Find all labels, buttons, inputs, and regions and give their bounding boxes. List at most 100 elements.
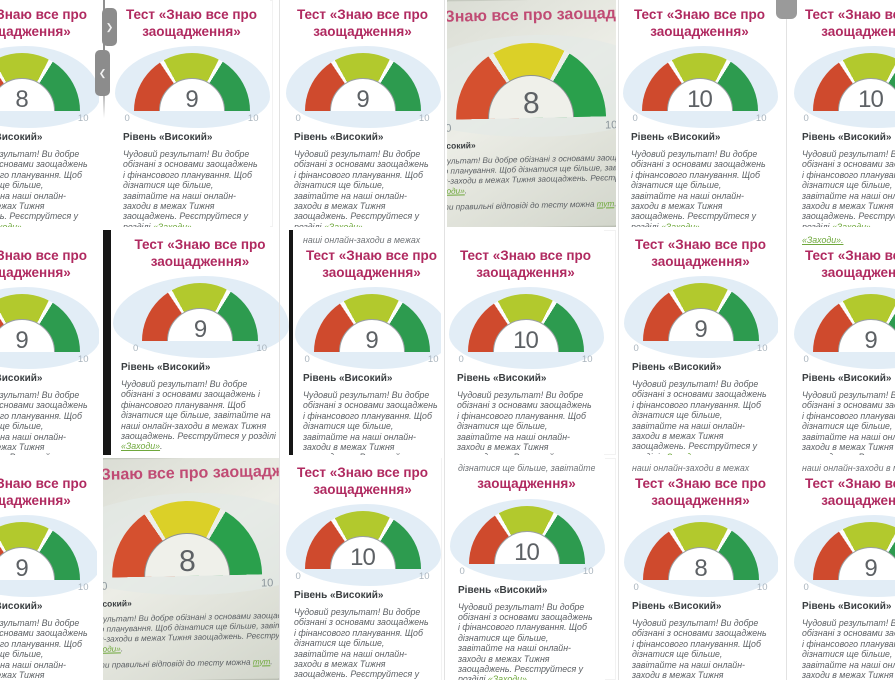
quiz-title-line1: Тест «Знаю все про xyxy=(804,7,895,22)
events-link[interactable]: «Заходи» xyxy=(831,221,871,227)
quiz-result-screenshot: наші онлайн-заходи в межах Тест «Знаю вс… xyxy=(622,458,778,680)
events-link[interactable]: «Заходи» xyxy=(0,221,22,227)
quiz-title-line1: Тест «Знаю все про xyxy=(459,248,592,263)
collapse-panel-handle[interactable]: ❮ xyxy=(95,50,110,96)
score-gauge: 10 xyxy=(812,53,895,111)
result-card-thumbnail[interactable]: «Заходи». Тест «Знаю все прозаощадження»… xyxy=(0,230,99,455)
level-label: Рівень «Високий» xyxy=(0,132,43,143)
events-link[interactable]: «Заходи» xyxy=(121,441,161,452)
gauge-area: 10 0 10 xyxy=(286,502,441,586)
result-description: Чудовий результат! Ви добре обізнані з о… xyxy=(802,390,895,455)
result-description-suffix: . xyxy=(191,221,195,227)
quiz-result-screenshot: «Заходи». Тест «Знаю все прозаощадження»… xyxy=(792,230,895,455)
level-label: Рівень «Високий» xyxy=(303,373,393,384)
quiz-title-line2: заощадження» xyxy=(651,492,750,508)
result-description: Чудовий результат! Ви добре обізнані з о… xyxy=(802,618,895,680)
result-description: Чудовий результат! Ви добре обізнані з о… xyxy=(632,379,769,455)
quiz-title-line2: заощадження» xyxy=(322,264,421,280)
result-card-thumbnail[interactable]: наші онлайн-заходи в межах Тест «Знаю вс… xyxy=(622,458,778,680)
gauge-scale-max: 10 xyxy=(260,576,274,589)
result-description: Чудовий результат! Ви добре обізнані з о… xyxy=(303,390,440,455)
result-description: Чудовий результат! Ви добре обізнані з о… xyxy=(103,610,279,656)
events-link[interactable]: «Заходи» xyxy=(660,221,700,227)
result-card-thumbnail[interactable]: «Заходи». Тест «Знаю все прозаощадження»… xyxy=(792,230,895,455)
gauge-scale-max: 10 xyxy=(247,113,259,124)
gauge-score: 10 xyxy=(513,327,539,352)
level-label: Рівень «Високий» xyxy=(447,139,476,152)
remnant-line: дізнатися ще більше, завітайте на xyxy=(458,463,595,473)
score-gauge: 10 xyxy=(304,511,421,569)
events-link[interactable]: «Заходи» xyxy=(152,221,192,227)
gauge-scale-max: 10 xyxy=(427,354,439,365)
result-card-thumbnail[interactable]: наші онлайн-заходи в межах Тест «Знаю вс… xyxy=(792,458,895,680)
result-description-suffix: . xyxy=(120,643,124,653)
gauge-score: 9 xyxy=(193,316,207,341)
gauge-score: 9 xyxy=(185,86,198,111)
scrollbar-thumb[interactable] xyxy=(776,0,797,19)
result-card-thumbnail[interactable]: «Заходи». Тест «Знаю все прозаощадження»… xyxy=(0,458,97,680)
events-link[interactable]: «Заходи» xyxy=(447,185,465,196)
quiz-title-line1: Тест «Знаю все про xyxy=(634,237,767,252)
chevron-left-icon: ❮ xyxy=(98,67,107,78)
quiz-title-line2: заощадження» xyxy=(0,264,71,280)
result-description: Чудовий результат! Ви добре обізнані з о… xyxy=(802,149,895,227)
events-link[interactable]: «Заходи» xyxy=(487,674,527,680)
gauge-area: 9 0 10 xyxy=(624,274,778,358)
remnant-line: наші онлайн-заходи в межах xyxy=(802,463,895,473)
gauge-scale-min: 0 xyxy=(633,343,639,354)
gauge-scale: 0 10 xyxy=(0,354,89,365)
expand-panel-handle[interactable]: ❯ xyxy=(102,8,117,46)
events-link[interactable]: «Заходи» xyxy=(323,221,363,227)
gauge-scale-min: 0 xyxy=(133,343,139,354)
gauge-score: 10 xyxy=(858,86,884,111)
gauge-area: 10 0 10 xyxy=(623,44,778,128)
answers-text: Переглянути правильні відповіді до тесту… xyxy=(447,199,595,213)
gauge-scale-min: 0 xyxy=(304,354,310,365)
result-card-thumbnail[interactable]: дізнатися ще більше, завітайте на Тест «… xyxy=(448,458,616,680)
gauge-scale: 0 10 xyxy=(133,343,267,354)
gauge-area: 9 0 10 xyxy=(794,513,895,597)
gauge-scale: 0 10 xyxy=(459,354,593,365)
answers-link[interactable]: тут xyxy=(252,656,271,667)
events-link[interactable]: «Заходи» xyxy=(103,643,121,654)
result-description: Чудовий результат! Ви добре обізнані з о… xyxy=(458,602,595,680)
gauge-scale-min: 0 xyxy=(295,113,301,124)
score-gauge: 9 xyxy=(642,283,759,341)
result-description: Чудовий результат! Ви добре обізнані з о… xyxy=(632,618,769,680)
score-gauge: 8 xyxy=(642,522,759,580)
gauge-scale-max: 10 xyxy=(418,113,430,124)
quiz-title-full: Тест «Знаю все про заощадження» xyxy=(103,461,279,485)
answers-link[interactable]: тут xyxy=(596,198,615,209)
gauge-score: 9 xyxy=(365,327,378,352)
events-link[interactable]: «Заходи» xyxy=(662,452,701,455)
result-description-text: Чудовий результат! Ви добре обізнані з о… xyxy=(0,149,88,222)
quiz-title-line1: Тест «Знаю все про xyxy=(804,476,895,491)
gauge-scale: 0 10 xyxy=(633,113,767,124)
remnant-line: наші онлайн-заходи в межах xyxy=(303,235,421,245)
result-card-thumbnail[interactable]: наші онлайн-заходи в межах Тест «Знаю вс… xyxy=(293,230,441,455)
score-gauge: 9 xyxy=(313,294,430,352)
